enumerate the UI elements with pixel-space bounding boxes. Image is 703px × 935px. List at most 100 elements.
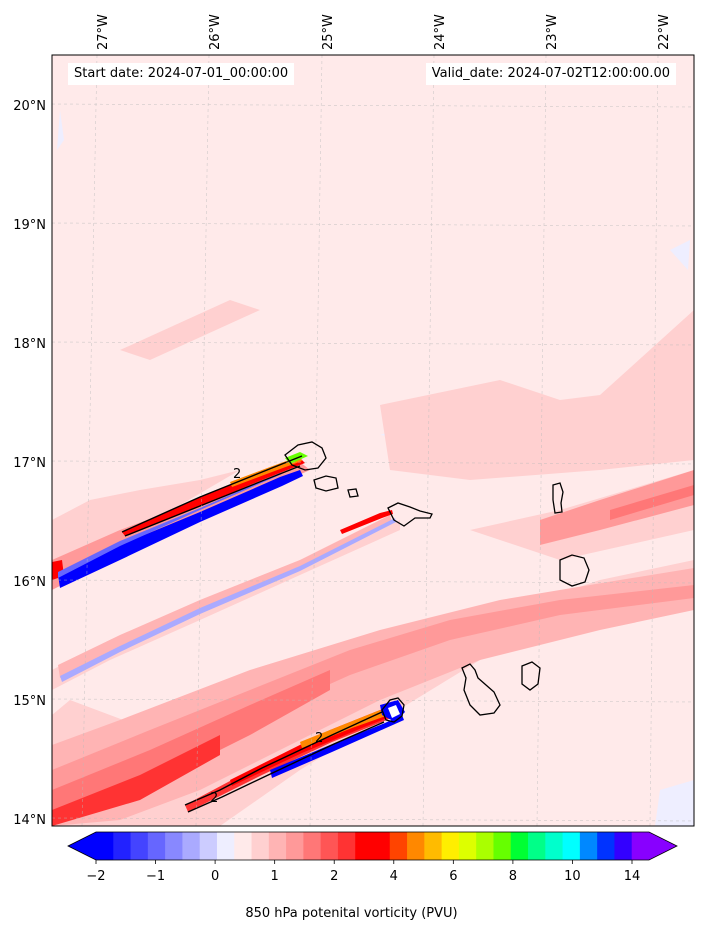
colorbar-cell bbox=[251, 832, 270, 860]
valid-date-label: Valid_date: 2024-07-02T12:00:00.00 bbox=[425, 63, 676, 85]
map-gridlines bbox=[52, 55, 694, 826]
island-santa-luzia bbox=[347, 488, 359, 498]
lat-tick-label: 19°N bbox=[13, 218, 46, 233]
colorbar-cell bbox=[579, 832, 598, 860]
colorbar-cell bbox=[458, 832, 477, 860]
colorbar-cell bbox=[234, 832, 253, 860]
contour-value-label: 2 bbox=[233, 467, 241, 482]
lon-tick-label: 22°W bbox=[657, 14, 672, 50]
map-frame bbox=[51, 54, 695, 827]
lat-tick-label: 18°N bbox=[13, 337, 46, 352]
latitude-axis: 20°N 19°N 18°N 17°N 16°N 15°N 14°N bbox=[13, 99, 46, 828]
pv-2-contour bbox=[187, 721, 385, 813]
lon-tick-label: 23°W bbox=[545, 14, 560, 50]
colorbar-cell bbox=[355, 832, 374, 860]
pv-2-contour bbox=[121, 455, 303, 533]
colorbar-cell bbox=[199, 832, 218, 860]
contour-value-label: 2 bbox=[315, 731, 323, 746]
colorbar-cell bbox=[165, 832, 184, 860]
island-sao-vicente bbox=[313, 475, 339, 492]
colorbar-ticks: −2 −1 0 1 2 4 6 8 10 14 bbox=[86, 860, 640, 884]
pv-weak-positive-patch bbox=[120, 300, 260, 360]
colorbar: −2 −1 0 1 2 4 6 8 10 14 bbox=[67, 831, 678, 884]
lat-tick-label: 17°N bbox=[13, 456, 46, 471]
colorbar-cell bbox=[372, 832, 391, 860]
colorbar-cell bbox=[320, 832, 339, 860]
colorbar-tick-label: 6 bbox=[449, 869, 457, 884]
colorbar-tick-label: 2 bbox=[330, 869, 338, 884]
colorbar-cells bbox=[96, 832, 650, 860]
pv-2-contour bbox=[124, 465, 301, 537]
colorbar-cell bbox=[147, 832, 166, 860]
colorbar-cell bbox=[510, 832, 529, 860]
island-sao-nicolau bbox=[387, 502, 433, 527]
lon-tick-label: 27°W bbox=[96, 14, 111, 50]
pv-negative-streak bbox=[270, 715, 404, 778]
lon-tick-label: 26°W bbox=[208, 14, 223, 50]
colorbar-cell bbox=[562, 832, 581, 860]
colorbar-min-extension bbox=[68, 832, 96, 860]
pv-strong-band bbox=[610, 485, 694, 520]
colorbar-tick-label: 4 bbox=[390, 869, 398, 884]
colorbar-tick-label: 8 bbox=[509, 869, 517, 884]
pv-weak-positive-patch bbox=[380, 310, 694, 480]
lat-tick-label: 14°N bbox=[13, 813, 46, 828]
island-santo-antao bbox=[284, 441, 327, 471]
colorbar-cell bbox=[597, 832, 616, 860]
colorbar-cell bbox=[528, 832, 546, 860]
island-fogo bbox=[381, 697, 405, 723]
colorbar-cell bbox=[389, 832, 408, 860]
island-santiago bbox=[461, 663, 501, 716]
colorbar-cell bbox=[441, 832, 460, 860]
colorbar-cell bbox=[407, 832, 425, 860]
map-plot-area: 2 2 2 bbox=[52, 55, 694, 826]
colorbar-cell bbox=[614, 832, 633, 860]
pv-negative-streak bbox=[58, 470, 303, 588]
colorbar-cell bbox=[216, 832, 235, 860]
island-coastlines bbox=[284, 441, 590, 723]
colorbar-cell bbox=[113, 832, 132, 860]
lon-tick-label: 24°W bbox=[433, 14, 448, 50]
lat-tick-label: 16°N bbox=[13, 575, 46, 590]
colorbar-max-extension bbox=[649, 832, 677, 860]
pv-faint-negative-patch bbox=[57, 110, 64, 150]
colorbar-cell bbox=[303, 832, 322, 860]
colorbar-tick-label: 10 bbox=[564, 869, 581, 884]
island-sal bbox=[552, 482, 564, 514]
colorbar-cell bbox=[286, 832, 304, 860]
longitude-axis: 27°W 26°W 25°W 24°W 23°W 22°W bbox=[96, 14, 672, 50]
pv-faint-negative-patch bbox=[670, 240, 690, 270]
contour-value-label: 2 bbox=[210, 791, 218, 806]
colorbar-cell bbox=[631, 832, 650, 860]
colorbar-cell bbox=[182, 832, 201, 860]
colorbar-cell bbox=[96, 832, 114, 860]
colorbar-cell bbox=[337, 832, 356, 860]
colorbar-tick-label: −1 bbox=[146, 869, 165, 884]
colorbar-tick-label: 1 bbox=[271, 869, 279, 884]
pv-2-contour bbox=[184, 711, 383, 806]
colorbar-cell bbox=[130, 832, 149, 860]
lat-tick-label: 15°N bbox=[13, 694, 46, 709]
pv-moderate-band bbox=[52, 568, 694, 826]
colorbar-tick-label: 14 bbox=[624, 869, 641, 884]
colorbar-cell bbox=[476, 832, 495, 860]
island-maio bbox=[521, 661, 541, 691]
colorbar-cell bbox=[424, 832, 443, 860]
pv-positive-streak bbox=[340, 510, 393, 534]
pv-faint-negative-patch bbox=[655, 780, 694, 826]
pv-moderate-band bbox=[540, 470, 694, 545]
colorbar-cell bbox=[493, 832, 512, 860]
colorbar-cell bbox=[268, 832, 287, 860]
pv-positive-streak bbox=[122, 458, 305, 536]
colorbar-tick-label: −2 bbox=[86, 869, 105, 884]
pv-negative-core bbox=[388, 705, 400, 718]
start-date-label: Start date: 2024-07-01_00:00:00 bbox=[68, 63, 295, 85]
island-boa-vista bbox=[559, 554, 590, 587]
colorbar-tick-label: 0 bbox=[211, 869, 219, 884]
pv-negative-streak bbox=[60, 518, 396, 682]
pv-strong-band bbox=[52, 735, 220, 826]
colorbar-cell bbox=[545, 832, 564, 860]
lon-tick-label: 25°W bbox=[321, 14, 336, 50]
lat-tick-label: 20°N bbox=[13, 99, 46, 114]
